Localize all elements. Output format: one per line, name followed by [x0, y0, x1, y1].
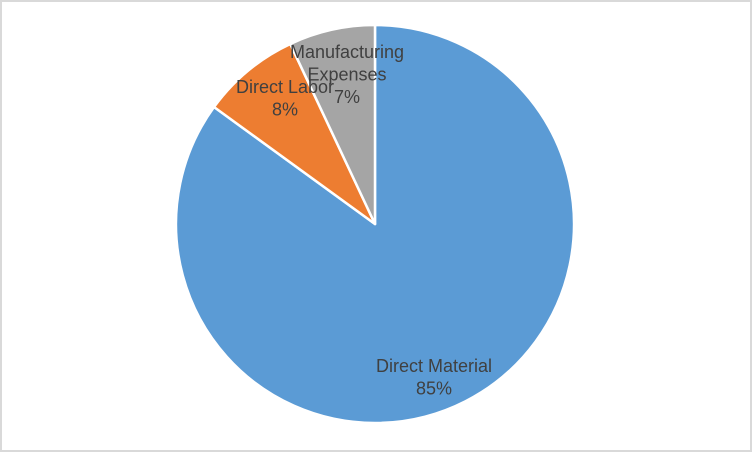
- data-label-direct-labor: Direct Labor 8%: [236, 77, 334, 120]
- data-label-direct-material: Direct Material 85%: [376, 356, 492, 399]
- pie-slice-manufacturing-expenses[interactable]: [289, 23, 377, 226]
- pie-slice-direct-labor[interactable]: [212, 42, 377, 226]
- data-label-manufacturing-expenses: Manufacturing Expenses 7%: [290, 42, 404, 107]
- pie-slices: [174, 23, 576, 425]
- pie-labels: Direct Material 85% Direct Labor 8%Manufact…: [236, 42, 492, 399]
